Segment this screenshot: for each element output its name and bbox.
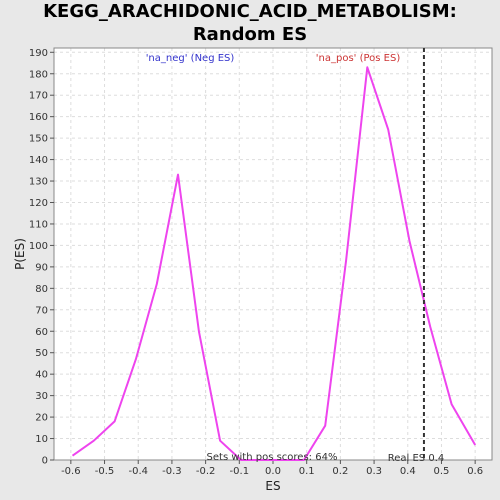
x-tick-label: 0.5 xyxy=(434,466,450,477)
y-tick-label: 170 xyxy=(29,91,48,102)
pos-es-label: 'na_pos' (Pos ES) xyxy=(316,53,401,64)
y-tick-label: 190 xyxy=(29,48,48,59)
y-tick-label: 100 xyxy=(29,241,48,252)
y-tick-label: 180 xyxy=(29,69,48,80)
x-tick-label: 0.1 xyxy=(299,466,315,477)
y-tick-label: 30 xyxy=(35,391,48,402)
x-tick-label: -0.6 xyxy=(61,466,81,477)
y-tick-label: 0 xyxy=(42,456,48,467)
annotation-layer: 'na_neg' (Neg ES) 'na_pos' (Pos ES) Sets… xyxy=(146,53,445,464)
y-tick-label: 160 xyxy=(29,112,48,123)
y-tick-label: 20 xyxy=(35,413,48,424)
y-tick-label: 120 xyxy=(29,198,48,209)
x-tick-label: 0.2 xyxy=(332,466,348,477)
y-tick-label: 80 xyxy=(35,284,48,295)
y-tick-label: 150 xyxy=(29,134,48,145)
pos-scores-label: Sets with pos scores: 64% xyxy=(207,452,338,463)
series-layer xyxy=(71,48,477,461)
axes-layer: -0.6 -0.5 -0.4 -0.3 -0.2 -0.1 0.0 0.1 0.2 0.3 0.4 0… xyxy=(29,47,493,477)
x-tick-label: 0.0 xyxy=(265,466,281,477)
x-tick-label: 0.6 xyxy=(467,466,483,477)
y-tick-label: 140 xyxy=(29,155,48,166)
x-tick-label: -0.1 xyxy=(230,466,250,477)
x-tick-label: -0.3 xyxy=(162,466,182,477)
y-tick-label: 70 xyxy=(35,305,48,316)
y-axis-label: P(ES) xyxy=(13,238,27,270)
x-tick-label: 0.4 xyxy=(400,466,416,477)
real-es-label: Real ES 0.4 xyxy=(388,453,444,464)
y-tick-label: 90 xyxy=(35,262,48,273)
neg-es-label: 'na_neg' (Neg ES) xyxy=(146,53,235,64)
y-tick-label: 60 xyxy=(35,327,48,338)
grid-layer xyxy=(54,48,492,461)
x-axis-label: ES xyxy=(265,479,280,493)
es-distribution-line xyxy=(71,66,477,461)
chart-title-line-1: KEGG_ARACHIDONIC_ACID_METABOLISM: Random… xyxy=(43,1,457,45)
x-tick-label: -0.2 xyxy=(196,466,216,477)
x-tick-label: -0.5 xyxy=(95,466,115,477)
y-tick-label: 40 xyxy=(35,370,48,381)
y-tick-label: 130 xyxy=(29,177,48,188)
y-tick-label: 10 xyxy=(35,434,48,445)
y-tick-label: 110 xyxy=(29,219,48,230)
x-tick-label: -0.4 xyxy=(128,466,148,477)
y-tick-label: 50 xyxy=(35,348,48,359)
x-tick-label: 0.3 xyxy=(366,466,382,477)
